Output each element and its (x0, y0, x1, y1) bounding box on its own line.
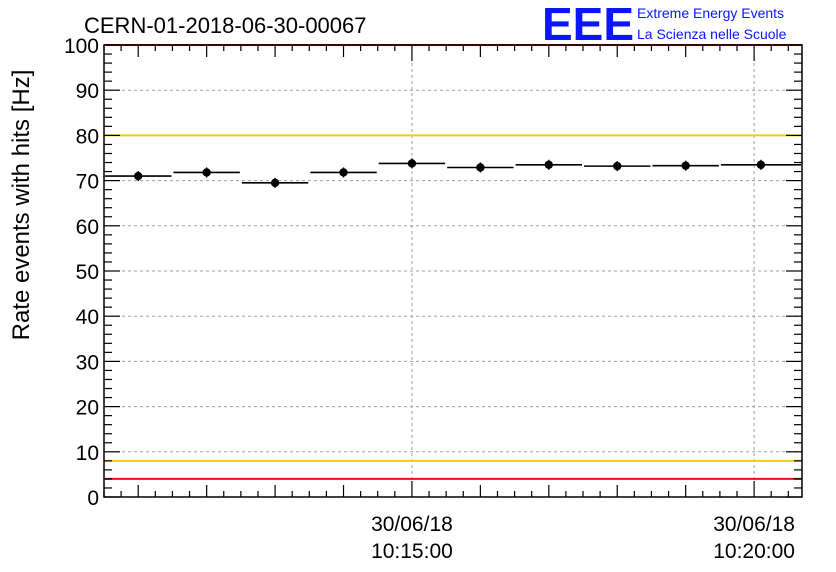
y-tick-label: 0 (87, 487, 99, 510)
axes: 0 10 20 30 40 50 60 70 80 90 100 30/06/18 10:15:00 30… (64, 35, 803, 563)
y-tick-label: 50 (76, 261, 99, 284)
y-tick-label: 30 (76, 351, 99, 374)
eee-logo: EEE Extreme Energy Events La Scienza nel… (542, 0, 787, 50)
logo-mark: EEE (542, 0, 634, 50)
data-point (270, 178, 280, 188)
y-tick-label: 90 (76, 80, 99, 103)
x-tick-label-date: 30/06/18 (713, 513, 795, 536)
data-point (544, 160, 554, 169)
y-tick-label: 10 (76, 442, 99, 465)
data-point (407, 159, 417, 168)
y-tick-label: 20 (76, 397, 99, 420)
logo-line2: La Scienza nelle Scuole (637, 26, 787, 42)
data-series (105, 158, 801, 188)
x-tick-label-date: 30/06/18 (371, 513, 453, 536)
y-tick-label: 100 (64, 35, 99, 58)
data-point (202, 168, 211, 177)
reference-lines (104, 44, 802, 480)
y-tick-label: 40 (76, 306, 99, 329)
data-point (476, 163, 485, 172)
data-point (134, 171, 143, 181)
grid (104, 45, 802, 497)
x-tick-label-time: 10:20:00 (713, 540, 795, 563)
data-point (756, 160, 766, 169)
y-tick-label: 60 (76, 216, 99, 239)
y-tick-label: 70 (76, 171, 99, 194)
logo-line1: Extreme Energy Events (637, 5, 784, 21)
data-point (339, 168, 348, 177)
y-tick-label: 80 (76, 125, 99, 148)
chart-title: CERN-01-2018-06-30-00067 (84, 13, 367, 38)
y-axis-label: Rate events with hits [Hz] (8, 70, 35, 341)
data-point (681, 161, 690, 170)
data-point (613, 161, 622, 171)
x-tick-label-time: 10:15:00 (371, 540, 453, 563)
